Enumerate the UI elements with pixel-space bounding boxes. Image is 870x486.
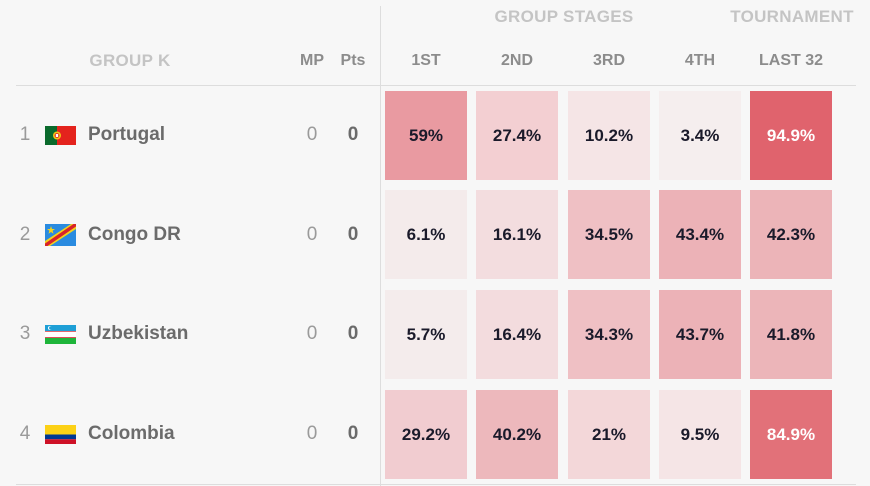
matches-played: 0 [306,323,318,344]
prob-cell-1st: 29.2% [385,390,467,479]
divider-vertical [380,6,381,486]
row-rank: 1 [19,124,31,145]
prob-cell-last-32: 42.3% [750,190,832,279]
header-pts[interactable]: Pts [340,52,366,69]
header-4th[interactable]: 4TH [684,52,716,69]
section-group-stages-label: GROUP STAGES [494,7,634,26]
prob-cell-3rd: 34.3% [568,290,650,379]
divider-bottom [16,484,856,485]
prob-cell-4th: 43.4% [659,190,741,279]
row-rank: 2 [19,224,31,245]
team-name[interactable]: Colombia [88,423,175,444]
prob-cell-3rd: 10.2% [568,91,650,180]
prob-cell-1st: 59% [385,91,467,180]
header-mp[interactable]: MP [300,52,324,69]
prob-cell-last-32: 41.8% [750,290,832,379]
prob-cell-4th: 9.5% [659,390,741,479]
divider-header [16,85,856,86]
row-rank: 3 [19,323,31,344]
team-name[interactable]: Congo DR [88,224,181,245]
prob-cell-3rd: 34.5% [568,190,650,279]
header-last-32[interactable]: LAST 32 [758,52,823,69]
prob-cell-1st: 5.7% [385,290,467,379]
prob-cell-2nd: 40.2% [476,390,558,479]
portugal-flag-icon [45,126,76,145]
header-3rd[interactable]: 3RD [592,52,625,69]
points: 0 [347,124,359,145]
section-tournament-label: TOURNAMENT [730,7,854,26]
prob-cell-1st: 6.1% [385,190,467,279]
row-rank: 4 [19,423,31,444]
prob-cell-2nd: 16.1% [476,190,558,279]
uzbekistan-flag-icon [45,325,76,344]
group-title: GROUP K [89,51,171,70]
team-name[interactable]: Portugal [88,124,166,145]
prob-cell-4th: 43.7% [659,290,741,379]
points: 0 [347,323,359,344]
prob-cell-2nd: 27.4% [476,91,558,180]
points: 0 [347,423,359,444]
prob-cell-last-32: 94.9% [750,91,832,180]
prob-cell-last-32: 84.9% [750,390,832,479]
congo-dr-flag-icon [45,224,76,246]
team-name[interactable]: Uzbekistan [88,323,189,344]
matches-played: 0 [306,423,318,444]
points: 0 [347,224,359,245]
matches-played: 0 [306,224,318,245]
header-1st[interactable]: 1ST [411,52,441,69]
matches-played: 0 [306,124,318,145]
header-2nd[interactable]: 2ND [500,52,533,69]
colombia-flag-icon [45,425,76,444]
prob-cell-3rd: 21% [568,390,650,479]
prob-cell-2nd: 16.4% [476,290,558,379]
prob-cell-4th: 3.4% [659,91,741,180]
